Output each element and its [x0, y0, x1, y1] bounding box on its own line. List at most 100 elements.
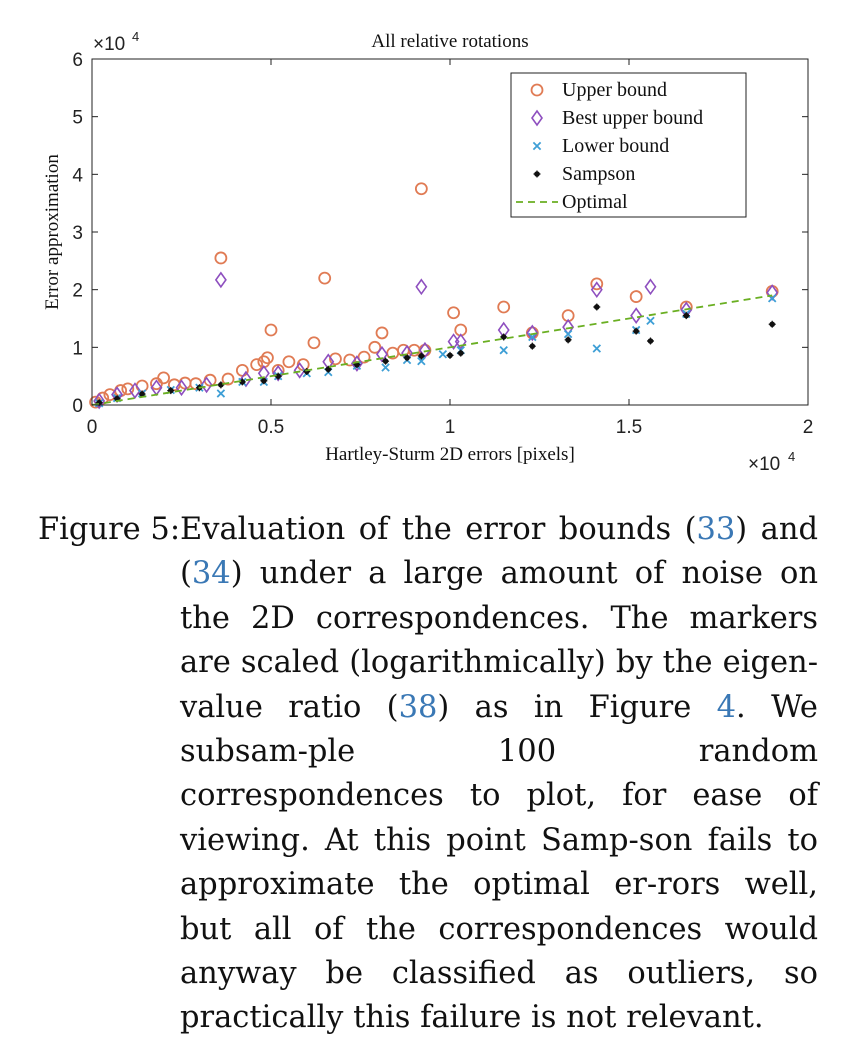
point-upper-bound: [375, 326, 389, 340]
point-upper-bound: [221, 372, 235, 386]
point-upper-bound: [261, 351, 274, 365]
point-lower-bound: [381, 363, 390, 372]
legend-label-best-upper-bound: Best upper bound: [562, 107, 703, 129]
y-tick-label: 4: [72, 165, 83, 186]
point-best-upper-bound: [93, 392, 106, 410]
equation-ref-34[interactable]: 34: [191, 556, 231, 592]
x-multiplier-exponent: 4: [788, 449, 795, 464]
x-tick-label: 0.5: [258, 417, 284, 438]
y-axis-multiplier: ×10 4: [93, 29, 139, 55]
caption-segment: . We subsam-ple 100 random correspondenc…: [180, 689, 818, 1036]
caption-segment: Evaluation of the error bounds (: [180, 512, 697, 547]
y-multiplier-exponent: 4: [132, 29, 139, 44]
point-best-upper-bound: [200, 376, 213, 394]
point-lower-bound: [438, 350, 448, 359]
y-tick-label: 0: [72, 396, 83, 417]
equation-ref-38[interactable]: 38: [398, 689, 438, 725]
y-tick-label: 3: [72, 223, 83, 244]
point-sampson: [382, 357, 390, 365]
legend-label-upper-bound: Upper bound: [562, 79, 667, 101]
point-best-upper-bound: [272, 364, 285, 382]
equation-ref-33[interactable]: 33: [696, 512, 736, 547]
caption-segment: ) and (: [180, 512, 818, 592]
chart-title: All relative rotations: [371, 31, 528, 52]
point-upper-bound: [329, 352, 342, 366]
point-upper-bound: [357, 350, 371, 364]
point-sampson: [446, 351, 454, 359]
point-upper-bound: [307, 336, 321, 350]
point-upper-bound: [447, 306, 460, 320]
x-axis-label: Hartley-Sturm 2D errors [pixels]: [325, 444, 575, 465]
caption-text: Evaluation of the error bounds (33) and …: [180, 508, 818, 1041]
point-best-upper-bound: [128, 382, 141, 399]
point-upper-bound: [414, 182, 428, 196]
point-upper-bound: [135, 379, 149, 393]
point-upper-bound: [282, 355, 296, 369]
point-sampson: [260, 377, 268, 385]
legend: Upper bound Best upper bound Lower bound Sa…: [510, 72, 747, 218]
point-sampson: [528, 342, 536, 350]
legend-label-sampson: Sampson: [562, 163, 635, 185]
caption-segment: ) under a large amount of noise on the 2…: [180, 556, 818, 725]
point-upper-bound: [264, 323, 278, 337]
point-upper-bound: [590, 277, 604, 291]
y-tick-label: 1: [72, 338, 83, 359]
point-lower-bound: [216, 389, 226, 398]
point-upper-bound: [629, 290, 643, 303]
legend-marker-lower-bound: [532, 141, 542, 151]
axes: 0 0.5 1 1.5 2 0 1 2 3 4 5 6: [72, 50, 813, 438]
point-best-upper-bound: [630, 307, 643, 324]
y-tick-label: 2: [72, 281, 83, 302]
point-upper-bound: [368, 340, 382, 354]
point-sampson: [632, 327, 640, 335]
point-best-upper-bound: [350, 355, 363, 372]
figure: 0 0.5 1 1.5 2 0 1 2 3 4 5 6 All relative rotations …: [0, 0, 850, 500]
figure-ref-4[interactable]: 4: [716, 689, 737, 725]
point-sampson: [682, 312, 690, 320]
x-tick-label: 1.5: [616, 417, 642, 438]
point-lower-bound: [417, 356, 426, 366]
point-upper-bound: [318, 271, 332, 285]
point-lower-bound: [499, 345, 508, 355]
point-upper-bound: [121, 382, 135, 396]
y-tick-label: 6: [72, 50, 83, 71]
point-best-upper-bound: [175, 379, 188, 397]
legend-box: [510, 72, 747, 218]
x-tick-label: 2: [803, 417, 814, 438]
legend-marker-upper-bound: [530, 83, 544, 97]
point-best-upper-bound: [526, 324, 539, 342]
caption-segment: ) as in Figure: [437, 689, 717, 725]
point-sampson: [417, 352, 425, 360]
point-sampson: [768, 320, 776, 328]
point-sampson: [500, 333, 508, 341]
x-multiplier-base: ×10: [748, 454, 780, 475]
point-best-upper-bound: [590, 281, 603, 299]
point-upper-bound: [214, 251, 228, 265]
caption-label: Figure 5:: [38, 512, 181, 547]
x-tick-label: 0: [87, 417, 98, 438]
point-upper-bound: [250, 358, 264, 372]
point-upper-bound: [157, 371, 171, 385]
series-line-optimal: [91, 294, 773, 406]
y-tick-label: 5: [72, 108, 83, 129]
x-tick-label: 1: [445, 417, 456, 438]
point-lower-bound: [563, 329, 573, 339]
y-multiplier-base: ×10: [93, 34, 125, 55]
point-best-upper-bound: [644, 278, 657, 296]
point-sampson: [564, 336, 572, 344]
point-upper-bound: [103, 388, 117, 402]
legend-label-lower-bound: Lower bound: [562, 135, 669, 157]
point-sampson: [457, 349, 465, 357]
x-axis-multiplier: ×10 4: [748, 449, 795, 475]
point-best-upper-bound: [418, 341, 431, 359]
point-best-upper-bound: [293, 362, 306, 379]
point-best-upper-bound: [239, 370, 252, 388]
point-sampson: [646, 337, 654, 345]
point-sampson: [403, 354, 411, 362]
legend-label-optimal: Optimal: [562, 191, 628, 213]
point-best-upper-bound: [415, 278, 428, 296]
legend-marker-best-upper-bound: [531, 109, 543, 127]
point-upper-bound: [497, 300, 511, 314]
point-lower-bound: [592, 344, 602, 353]
